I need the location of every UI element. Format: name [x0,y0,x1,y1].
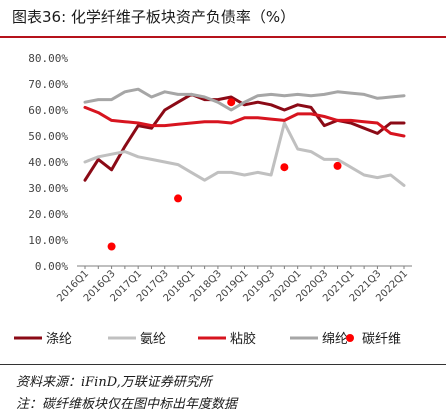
chart-title: 图表36: 化学纤维子板块资产负债率（%） [12,8,296,26]
legend-swatch-碳纤维 [346,334,354,342]
legend-label: 氨纶 [140,332,166,347]
y-tick-label: 70.00% [28,78,68,91]
series-line-氨纶 [83,121,406,187]
y-tick-label: 30.00% [28,182,68,195]
title-divider [0,36,446,38]
series-line-涤纶 [83,92,406,182]
source-divider [0,364,446,365]
legend-label: 粘胶 [230,331,256,347]
scatter-point-碳纤维 [280,163,289,172]
y-tick-label: 40.00% [28,156,68,169]
source-note: 资料来源：iFinD,万联证券研究所 [16,375,212,390]
scatter-point-碳纤维 [174,194,183,203]
title-bar: 图表36: 化学纤维子板块资产负债率（%） [0,0,446,36]
y-tick-label: 10.00% [28,234,68,247]
series-line-粘胶 [83,105,406,138]
y-tick-label: 20.00% [28,208,68,221]
scatter-point-碳纤维 [107,242,116,251]
x-axis: 2016Q12016Q32017Q12017Q32018Q12018Q32019… [55,265,412,304]
y-tick-label: 80.00% [28,52,68,65]
series-line-绵纶 [83,87,406,112]
y-tick-label: 50.00% [28,130,68,143]
plot-area [83,87,406,251]
chart: 0.00% 10.00% 20.00% 30.00% 40.00% 50.00% 60.00… [14,52,412,347]
footnote: 注：碳纤维板块仅在图中标出年度数据 [16,397,238,412]
legend-label: 碳纤维 [362,332,401,347]
y-axis: 0.00% 10.00% 20.00% 30.00% 40.00% 50.00% 60.00… [28,52,68,273]
y-tick-label: 0.00% [35,260,68,273]
y-tick-label: 60.00% [28,104,68,117]
legend-label: 绵纶 [322,332,348,347]
scatter-point-碳纤维 [333,161,342,170]
scatter-point-碳纤维 [227,98,236,107]
legend: 涤纶 氨纶 粘胶 绵纶 碳纤维 [14,331,401,347]
legend-label: 涤纶 [46,332,72,347]
